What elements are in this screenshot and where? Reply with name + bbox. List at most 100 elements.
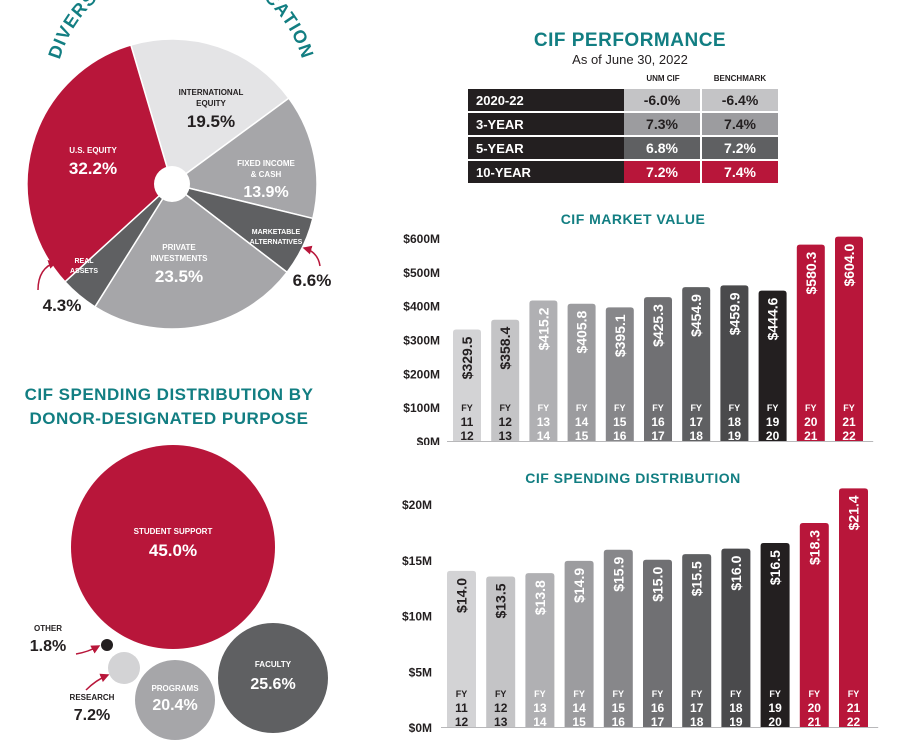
- bar-group: $13.5 FY 12 13: [486, 576, 516, 729]
- bar-group: $454.9 FY 17 18: [682, 287, 711, 443]
- market-value-title: CIF MARKET VALUE: [561, 211, 706, 227]
- unm-cif-value: -6.0%: [624, 89, 702, 111]
- bar-value-label: $15.5: [689, 561, 705, 596]
- bubble-label-programs: PROGRAMS: [151, 684, 199, 693]
- bar: [491, 319, 520, 441]
- bar: [453, 329, 481, 441]
- bar-group: $329.5 FY 11 12: [453, 329, 481, 443]
- bar: [643, 559, 672, 727]
- bar-value-label: $16.5: [767, 550, 783, 585]
- x-category-label: FY 17 18: [690, 403, 704, 443]
- bar-value-label: $358.4: [497, 327, 513, 370]
- bar: [567, 303, 596, 441]
- y-tick-label: $15M: [402, 554, 432, 568]
- benchmark-value: 7.4%: [702, 161, 778, 183]
- bubble-value-student-support: 45.0%: [149, 541, 197, 560]
- benchmark-value: 7.2%: [702, 137, 778, 159]
- table-row: 5-YEAR 6.8% 7.2%: [468, 137, 778, 159]
- bar-group: $13.8 FY 13 14: [525, 573, 555, 729]
- table-header-row: UNM CIF BENCHMARK: [468, 74, 778, 87]
- bar-group: $15.0 FY 16 17: [643, 559, 672, 729]
- x-category-label: FY 13 14: [537, 403, 551, 443]
- bar-group: $14.9 FY 14 15: [564, 560, 594, 729]
- bar-group: $444.6 FY 19 20: [758, 290, 787, 443]
- bar: [839, 488, 868, 727]
- bar: [644, 297, 672, 441]
- pie-value-fixed-income-cash: 13.9%: [243, 184, 288, 201]
- x-category-label: FY 11 12: [460, 403, 474, 443]
- bubble-value-research: 7.2%: [74, 707, 110, 724]
- y-tick-label: $600M: [403, 232, 440, 246]
- bubble-programs: [135, 660, 215, 740]
- bar-group: $604.0 FY 21 22: [835, 236, 863, 443]
- bar-value-label: $454.9: [688, 294, 704, 337]
- table-corner: [468, 74, 624, 87]
- pie-slice-fixed-income-cash: [170, 97, 318, 220]
- performance-title: CIF PERFORMANCE: [533, 30, 727, 51]
- bar-value-label: $18.3: [806, 530, 822, 565]
- bubble-value-programs: 20.4%: [152, 697, 197, 714]
- bubble-label-student-support: STUDENT SUPPORT: [134, 527, 213, 536]
- x-category-label: FY 14 15: [572, 689, 586, 729]
- bar-value-label: $405.8: [574, 310, 590, 353]
- bar: [720, 285, 749, 441]
- column-header-benchmark: BENCHMARK: [713, 74, 767, 83]
- x-category-label: FY 20 21: [808, 689, 822, 729]
- bar-group: $580.3 FY 20 21: [796, 244, 825, 443]
- bubble-research: [108, 652, 140, 684]
- spending-purpose-title: CIF SPENDING DISTRIBUTION BY DONOR-DESIG…: [24, 385, 314, 428]
- y-tick-label: $400M: [403, 300, 440, 314]
- bar-group: $415.2 FY 13 14: [529, 300, 558, 443]
- y-tick-label: $0M: [409, 721, 432, 735]
- bar: [605, 307, 634, 441]
- callout-arrow-marketable: [302, 245, 321, 267]
- x-category-label: FY 12 13: [494, 689, 508, 729]
- pie-slice-international-equity: [129, 38, 290, 186]
- x-category-label: FY 11 12: [455, 689, 469, 729]
- bar-value-label: $580.3: [803, 251, 819, 294]
- bar-value-label: $15.0: [650, 567, 666, 602]
- bar: [760, 543, 790, 727]
- pie-label-real-assets: REAL ASSETS: [70, 258, 98, 275]
- pie-slice-u-s-equity: [26, 44, 173, 283]
- x-category-label: FY 12 13: [499, 403, 513, 443]
- row-label: 2020-22: [468, 89, 624, 111]
- asset-allocation-pie: DIVERSIFIED ASSET ALLOCATION INTERNATION…: [26, 0, 332, 330]
- y-tick-label: $10M: [402, 610, 432, 624]
- bar: [721, 548, 751, 727]
- table-row: 10-YEAR 7.2% 7.4%: [468, 161, 778, 183]
- bar-group: $16.5 FY 19 20: [760, 543, 790, 729]
- callout-arrow-real-assets: [37, 260, 58, 291]
- bar-group: $15.9 FY 15 16: [603, 549, 633, 729]
- callout-arrow-other: [75, 645, 101, 655]
- bar-group: $21.4 FY 21 22: [839, 488, 868, 729]
- bar-value-label: $425.3: [650, 304, 666, 347]
- bar: [486, 576, 516, 727]
- x-category-label: FY 14 15: [575, 403, 589, 443]
- bar: [447, 570, 476, 727]
- x-category-label: FY 21 22: [842, 403, 856, 443]
- table-row: 3-YEAR 7.3% 7.4%: [468, 113, 778, 135]
- pie-label-u-s-equity: U.S. EQUITY: [69, 146, 117, 155]
- row-label: 10-YEAR: [468, 161, 624, 183]
- bar-group: $395.1 FY 15 16: [605, 307, 634, 443]
- x-category-label: FY 13 14: [533, 689, 547, 729]
- x-category-label: FY 18 19: [728, 403, 742, 443]
- pie-value-marketable-alternatives: 6.6%: [293, 271, 332, 290]
- unm-cif-value: 6.8%: [624, 137, 702, 159]
- x-category-label: FY 16 17: [651, 689, 665, 729]
- y-tick-label: $100M: [403, 401, 440, 415]
- performance-table: UNM CIF BENCHMARK 2020-22 -6.0% -6.4% 3-…: [468, 72, 778, 185]
- pie-center-hole: [154, 166, 190, 202]
- spending-distribution-chart: CIF SPENDING DISTRIBUTION $0M $5M $10M $15M…: [402, 470, 879, 735]
- bar: [564, 560, 594, 727]
- pie-label-private-investments: PRIVATE INVESTMENTS: [151, 243, 209, 263]
- bar-group: $14.0 FY 11 12: [447, 570, 476, 729]
- bubble-label-faculty: FACULTY: [255, 660, 292, 669]
- bubble-faculty: [218, 623, 328, 733]
- x-category-label: FY 15 16: [613, 403, 627, 443]
- y-tick-label: $300M: [403, 334, 440, 348]
- bar-value-label: $444.6: [765, 297, 781, 340]
- pie-slice-private-investments: [93, 182, 289, 330]
- x-category-label: FY 17 18: [690, 689, 704, 729]
